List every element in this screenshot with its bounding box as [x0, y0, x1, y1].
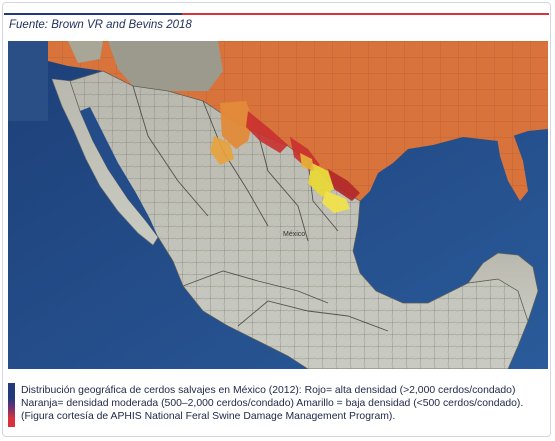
figure-frame [2, 2, 551, 437]
header-rule [4, 13, 549, 15]
source-label: Fuente: Brown VR and Bevins 2018 [9, 19, 192, 31]
yucatan-peninsula [467, 252, 539, 323]
united-states-region [48, 41, 548, 201]
gulf-of-california [80, 107, 158, 237]
caption-accent-bar [8, 383, 15, 427]
caption-line-3: (Figura cortesía de APHIS National Feral… [21, 411, 396, 423]
feral-swine-map[interactable]: México [8, 41, 548, 369]
caption-line-1: Distribución geográfica de cerdos salvaj… [21, 385, 516, 396]
figure-caption: Distribución geográfica de cerdos salvaj… [21, 384, 545, 424]
density-overlay [210, 101, 360, 213]
city-label: México [283, 231, 305, 238]
caption-line-2: Naranja= densidad moderada (500–2,000 ce… [21, 398, 524, 410]
pacific-ocean [8, 41, 48, 121]
